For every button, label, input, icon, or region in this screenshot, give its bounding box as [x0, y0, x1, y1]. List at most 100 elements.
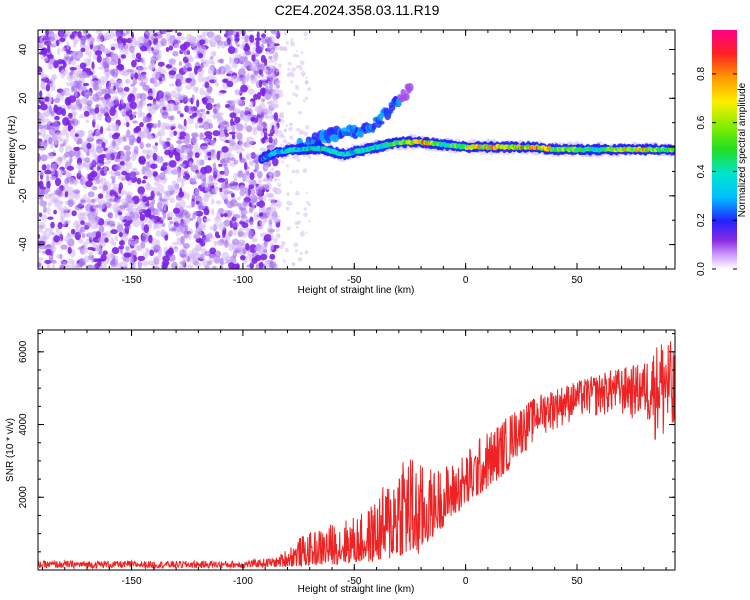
noise-blob: [236, 243, 243, 251]
noise-blob: [88, 129, 94, 136]
noise-blob: [269, 115, 274, 121]
noise-blob: [258, 79, 263, 88]
spectrogram-y-label: Frequency (Hz): [7, 116, 18, 185]
noise-blob: [223, 167, 230, 177]
noise-blob: [118, 64, 125, 71]
noise-blob: [167, 36, 174, 45]
noise-blob: [73, 146, 80, 152]
noise-blob: [190, 264, 194, 269]
noise-blob: [271, 90, 277, 95]
noise-blob: [221, 146, 229, 153]
noise-blob: [83, 222, 92, 228]
noise-blob: [279, 89, 283, 93]
y-tick-label: 4000: [18, 413, 29, 436]
noise-blob: [133, 111, 137, 115]
noise-blob: [210, 154, 217, 160]
noise-blob: [72, 39, 77, 48]
noise-blob: [71, 86, 78, 92]
snr-frame: [37, 329, 676, 571]
noise-blob: [79, 130, 85, 138]
noise-blob: [127, 94, 133, 103]
noise-blob: [100, 126, 104, 135]
noise-blob: [186, 192, 190, 200]
noise-blob: [85, 180, 93, 188]
noise-blob: [222, 229, 226, 238]
noise-blob: [40, 103, 48, 111]
noise-blob: [85, 52, 90, 56]
noise-blob: [241, 210, 250, 214]
noise-blob: [47, 227, 53, 233]
noise-blob: [70, 51, 76, 56]
noise-blob: [236, 150, 242, 155]
noise-blob: [91, 75, 98, 79]
noise-blob: [258, 200, 266, 208]
noise-blob: [230, 157, 236, 162]
noise-blob: [264, 209, 268, 213]
noise-blob: [110, 264, 115, 269]
noise-blob: [99, 80, 106, 86]
noise-blob: [265, 85, 269, 93]
noise-blob: [237, 196, 241, 200]
noise-blob: [286, 101, 291, 106]
noise-blob: [82, 216, 87, 220]
noise-blob: [132, 78, 137, 86]
noise-blob: [92, 204, 100, 210]
noise-blob: [286, 73, 291, 78]
noise-blob: [123, 252, 132, 258]
noise-blob: [173, 247, 179, 253]
noise-blob: [265, 50, 270, 56]
noise-blob: [144, 209, 152, 218]
noise-blob: [123, 222, 131, 227]
y-tick-label: 6000: [18, 340, 29, 363]
noise-blob: [268, 177, 274, 182]
noise-blob: [51, 264, 56, 269]
noise-blob: [228, 230, 233, 237]
noise-blob: [277, 178, 281, 181]
noise-blob: [250, 100, 254, 108]
noise-blob: [108, 80, 114, 88]
noise-blob: [288, 126, 293, 132]
noise-blob: [90, 210, 95, 220]
noise-blob: [264, 164, 269, 170]
noise-blob: [237, 230, 245, 238]
noise-blob: [203, 138, 211, 144]
noise-blob: [44, 244, 52, 248]
noise-blob: [149, 249, 154, 256]
noise-blob: [91, 159, 96, 166]
noise-blob: [100, 253, 107, 262]
noise-blob: [82, 82, 90, 87]
noise-blob: [128, 135, 136, 144]
noise-blob: [169, 197, 176, 204]
noise-blob: [206, 110, 210, 115]
x-tick-label: -50: [347, 275, 362, 286]
noise-blob: [40, 80, 46, 89]
noise-blob: [52, 41, 57, 48]
noise-blob: [73, 73, 79, 81]
noise-blob: [239, 157, 246, 163]
noise-blob: [41, 116, 46, 125]
noise-blob: [304, 125, 310, 130]
noise-blob: [83, 110, 90, 117]
noise-blob: [157, 155, 164, 164]
noise-blob: [90, 234, 93, 241]
x-tick-label: -150: [122, 275, 142, 286]
noise-blob: [62, 117, 70, 126]
noise-blob: [83, 147, 89, 153]
noise-blob: [84, 58, 92, 63]
noise-blob: [261, 137, 266, 144]
noise-blob: [64, 178, 70, 185]
noise-blob: [267, 171, 273, 176]
noise-blob: [45, 83, 51, 92]
noise-blob: [40, 54, 45, 60]
noise-blob: [59, 30, 64, 39]
noise-blob: [104, 112, 110, 117]
noise-blob: [224, 239, 229, 248]
noise-blob: [55, 94, 61, 99]
noise-blob: [284, 248, 289, 253]
noise-blob: [197, 202, 203, 209]
noise-blob: [268, 59, 275, 64]
noise-blob: [151, 101, 158, 110]
noise-blob: [273, 177, 278, 182]
noise-blob: [251, 237, 258, 243]
noise-blob: [210, 139, 217, 147]
